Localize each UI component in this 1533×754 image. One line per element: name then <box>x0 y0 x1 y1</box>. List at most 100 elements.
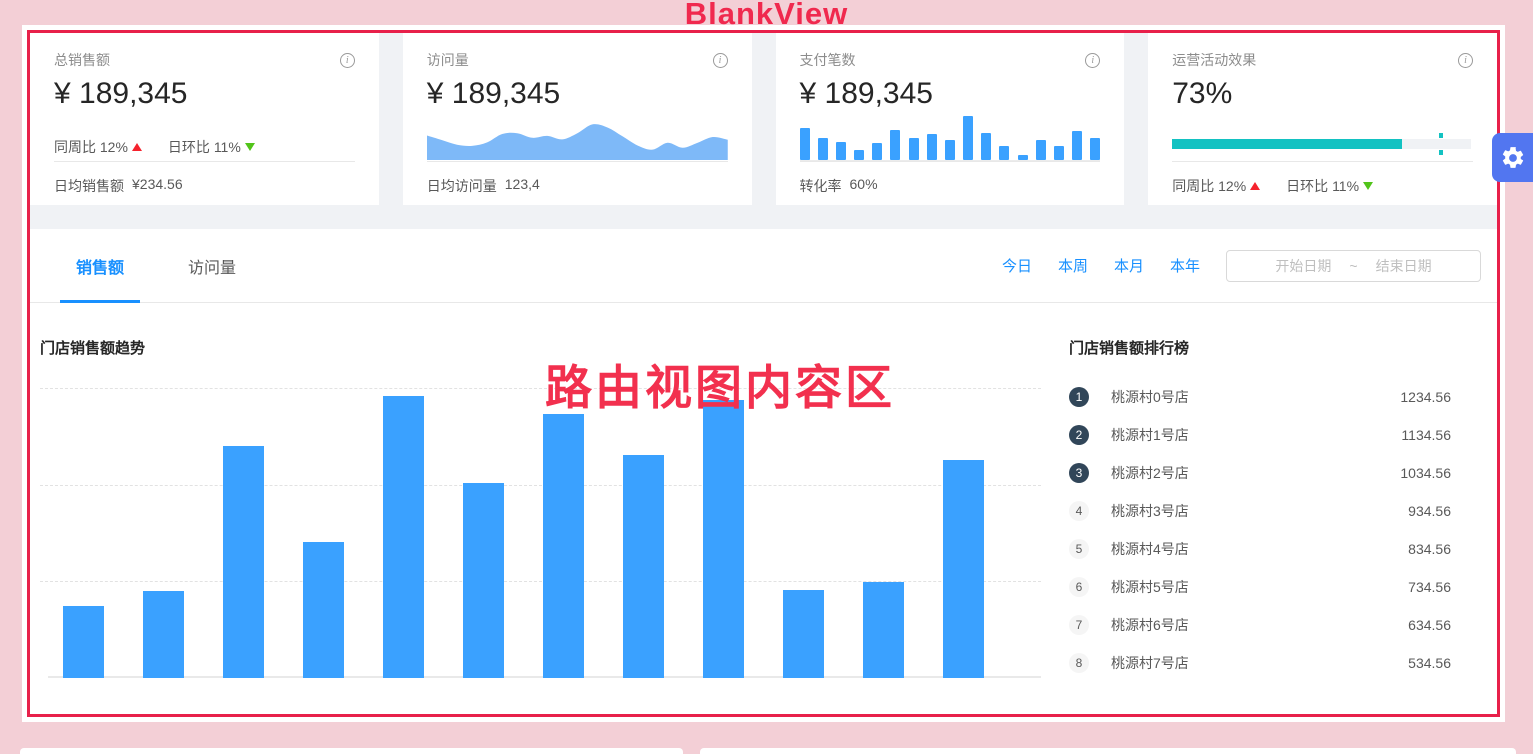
card-total-sales: 总销售额 i ¥ 189,345 同周比 12% 日环比 11% <box>30 33 379 205</box>
store-value: 734.56 <box>1408 579 1451 595</box>
list-item: 7 桃源村6号店 634.56 <box>1069 606 1451 644</box>
bar <box>623 454 664 678</box>
rank-badge: 8 <box>1069 653 1089 673</box>
mini-bar <box>999 146 1010 160</box>
mini-bar <box>890 129 901 160</box>
divider <box>426 161 728 162</box>
mini-bar <box>908 138 919 160</box>
progress-fill <box>1172 139 1403 149</box>
bar <box>703 399 744 678</box>
store-value: 934.56 <box>1408 503 1451 519</box>
info-circle-icon[interactable]: i <box>1458 52 1473 68</box>
footer-label: 转化率 <box>799 178 842 194</box>
bar <box>223 446 264 678</box>
rank-badge: 2 <box>1069 425 1089 445</box>
divider <box>799 161 1101 162</box>
filter-0[interactable]: 今日 <box>1001 258 1032 275</box>
chart-title: 门店销售额趋势 <box>40 340 146 357</box>
list-item: 8 桃源村7号店 534.56 <box>1069 644 1451 682</box>
filter-2[interactable]: 本月 <box>1113 258 1144 275</box>
footer-value: ¥234.56 <box>132 176 183 192</box>
mini-bar <box>1090 138 1101 160</box>
bar <box>63 606 104 678</box>
bar <box>783 590 824 678</box>
card-value: ¥ 189,345 <box>54 77 188 110</box>
card-payments: 支付笔数 i ¥ 189,345 转化率 60% <box>775 33 1125 205</box>
filter-1[interactable]: 本周 <box>1057 258 1088 275</box>
progress-target-marker <box>1439 133 1444 155</box>
mini-bar <box>1053 146 1064 160</box>
card-title: 支付笔数 <box>799 52 856 68</box>
gear-icon <box>1502 146 1523 168</box>
tab-sales[interactable]: 销售额 <box>60 229 140 303</box>
mini-bar <box>963 116 974 160</box>
route-view-overlay-label: 路由视图内容区 <box>545 361 895 414</box>
date-range-picker[interactable]: 开始日期 ~ 结束日期 <box>1226 249 1481 282</box>
settings-button[interactable] <box>1492 133 1533 182</box>
mini-bar <box>872 143 883 160</box>
mini-chart-baseline <box>799 160 1101 161</box>
mini-bar <box>981 132 992 160</box>
store-value: 1234.56 <box>1400 389 1451 405</box>
footer-label: 日均销售额 <box>54 178 124 194</box>
rank-badge: 6 <box>1069 577 1089 597</box>
bottom-partial-card <box>20 748 683 754</box>
bar <box>463 482 504 678</box>
trend-day: 日环比 11% <box>1286 176 1374 196</box>
card-title: 访问量 <box>426 52 469 68</box>
store-value: 1034.56 <box>1400 465 1451 481</box>
store-value: 634.56 <box>1408 617 1451 633</box>
rank-badge: 3 <box>1069 463 1089 483</box>
card-value: 73% <box>1172 77 1233 110</box>
rank-badge: 5 <box>1069 539 1089 559</box>
info-circle-icon[interactable]: i <box>1085 52 1101 68</box>
list-item: 2 桃源村1号店 1134.56 <box>1069 416 1451 454</box>
sales-trend-section: 门店销售额趋势 <box>30 303 1069 682</box>
bar <box>943 459 984 678</box>
time-filters: 今日 本周 本月 本年 开始日期 ~ 结束日期 <box>976 229 1481 302</box>
rank-badge: 7 <box>1069 615 1089 635</box>
caret-up-icon <box>131 143 142 151</box>
tabs: 销售额 访问量 <box>60 229 284 303</box>
ranking-list: 1 桃源村0号店 1234.56 2 桃源村1号店 1134.56 3 桃源村2号店 1034.… <box>1069 378 1451 682</box>
tab-visits[interactable]: 访问量 <box>187 259 236 277</box>
bar <box>143 591 184 678</box>
card-value: ¥ 189,345 <box>426 77 561 110</box>
card-title: 总销售额 <box>54 52 110 68</box>
store-name: 桃源村5号店 <box>1111 579 1189 595</box>
end-date-placeholder[interactable]: 结束日期 <box>1375 257 1432 274</box>
rank-badge: 1 <box>1069 387 1089 407</box>
mini-bar <box>944 139 955 160</box>
progress-bar <box>1172 133 1471 155</box>
caret-up-icon <box>1250 182 1261 190</box>
mini-bar <box>926 134 937 160</box>
panel-header: 销售额 访问量 今日 本周 本月 本年 开始日期 ~ 结束日期 <box>30 229 1497 303</box>
bar <box>303 541 344 678</box>
card-visits: 访问量 i ¥ 189,345 日均访问量 123,4 <box>402 33 752 205</box>
bar <box>383 395 424 678</box>
list-item: 1 桃源村0号店 1234.56 <box>1069 378 1451 416</box>
store-name: 桃源村4号店 <box>1111 541 1189 557</box>
store-name: 桃源村1号店 <box>1111 427 1189 443</box>
store-name: 桃源村3号店 <box>1111 503 1189 519</box>
card-value: ¥ 189,345 <box>799 77 933 110</box>
store-name: 桃源村2号店 <box>1111 465 1189 481</box>
mini-bar <box>799 127 810 160</box>
store-name: 桃源村7号店 <box>1111 655 1189 671</box>
info-circle-icon[interactable]: i <box>339 52 355 68</box>
list-item: 3 桃源村2号店 1034.56 <box>1069 454 1451 492</box>
mini-bar <box>854 150 865 160</box>
page-title: BlankView <box>684 0 849 31</box>
visits-mini-area-chart <box>426 124 728 160</box>
mini-bar <box>835 141 846 160</box>
ranking-title: 门店销售额排行榜 <box>1069 340 1190 357</box>
date-separator: ~ <box>1349 257 1358 274</box>
mini-bar <box>1017 154 1028 160</box>
start-date-placeholder[interactable]: 开始日期 <box>1275 257 1332 274</box>
info-circle-icon[interactable]: i <box>712 52 728 68</box>
list-item: 5 桃源村4号店 834.56 <box>1069 530 1451 568</box>
trend-day: 日环比 11% <box>168 137 255 157</box>
filter-3[interactable]: 本年 <box>1169 258 1200 275</box>
card-operation-effect: 运营活动效果 i 73% 同周比 12% <box>1148 33 1497 205</box>
store-value: 834.56 <box>1408 541 1451 557</box>
